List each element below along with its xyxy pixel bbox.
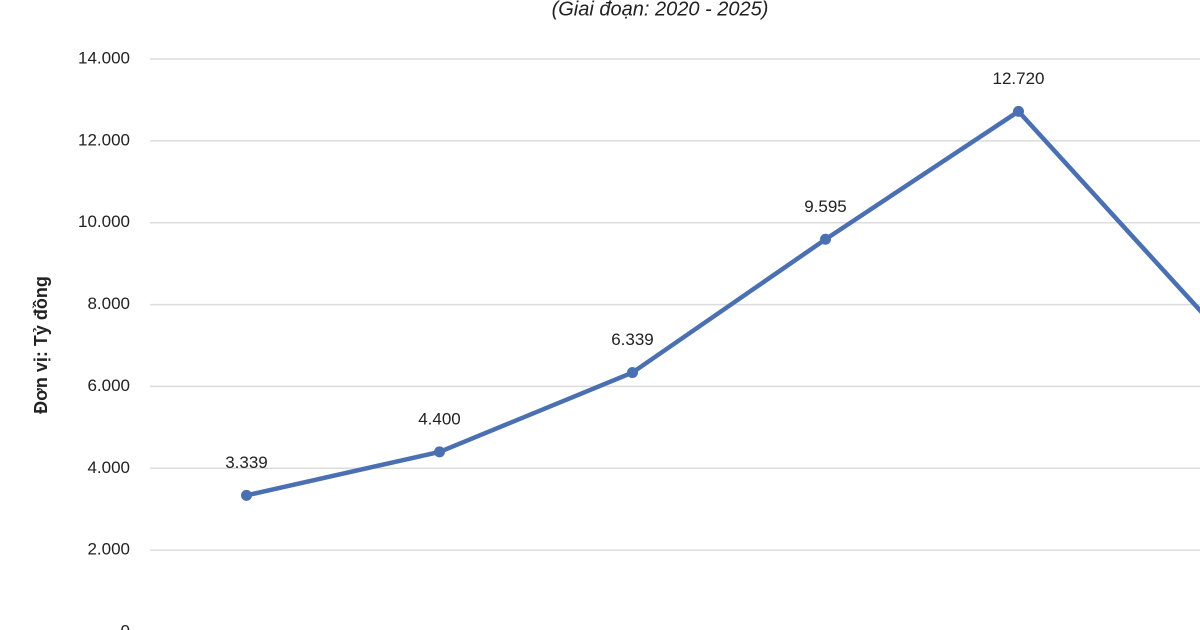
- y-tick-label: 14.000: [78, 48, 130, 67]
- y-tick-label: 4.000: [87, 458, 130, 477]
- point: [241, 489, 252, 501]
- y-tick-label: 0: [121, 621, 130, 630]
- point: [820, 233, 831, 245]
- y-tick-label: 6.000: [87, 376, 130, 395]
- data-label: 12.720: [993, 69, 1045, 88]
- data-label: 9.595: [804, 197, 847, 216]
- y-tick-label: 2.000: [87, 540, 130, 559]
- data-label: 4.400: [418, 409, 461, 428]
- point: [434, 446, 445, 458]
- y-tick-label: 12.000: [78, 130, 130, 149]
- data-label: 3.339: [225, 453, 268, 472]
- line: [246, 109, 1200, 498]
- chart-subtitle: (Giai đoạn: 2020 - 2025): [552, 0, 769, 20]
- y-tick-label: 10.000: [78, 212, 130, 231]
- data-label: 6.339: [611, 330, 654, 349]
- point: [627, 367, 638, 379]
- point: [1013, 105, 1024, 117]
- y-axis-label: Đơn vị: Tỷ đồng: [31, 276, 51, 414]
- y-tick-label: 8.000: [87, 294, 130, 313]
